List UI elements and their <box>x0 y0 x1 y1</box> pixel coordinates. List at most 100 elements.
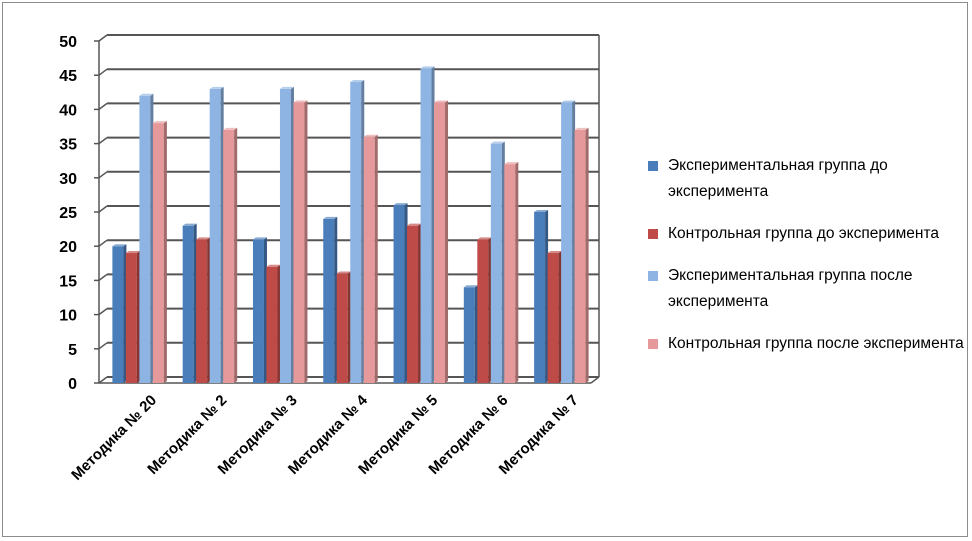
bar-front <box>196 239 208 383</box>
bar-top <box>152 121 167 124</box>
bar-front <box>490 143 502 383</box>
bar-front <box>323 218 335 383</box>
bar <box>420 66 435 384</box>
gridline-side-20 <box>98 239 108 247</box>
bar-front <box>574 129 586 383</box>
bar-side <box>474 285 478 383</box>
bar-side <box>515 162 519 383</box>
bar <box>434 100 449 383</box>
bar <box>125 251 140 383</box>
bar <box>279 86 294 383</box>
bar <box>393 203 408 383</box>
bar-top <box>279 86 294 89</box>
bar-front <box>209 88 221 383</box>
bar-top <box>266 264 281 267</box>
bar <box>223 127 238 383</box>
legend: Экспериментальная группа до эксперимента… <box>648 153 968 373</box>
bar-top <box>182 223 197 226</box>
bar <box>293 100 308 383</box>
bar-side <box>445 100 449 383</box>
y-tick-label: 10 <box>59 308 77 325</box>
bar-top <box>490 141 505 144</box>
y-tick-label: 0 <box>68 376 77 393</box>
legend-swatch-ctrl-before <box>648 229 658 239</box>
bar <box>350 80 365 383</box>
y-tick-label: 30 <box>59 171 77 188</box>
bar-top <box>407 223 422 226</box>
bar <box>561 100 576 383</box>
bar <box>252 237 267 383</box>
bar-top <box>504 162 519 165</box>
bar <box>547 251 562 383</box>
bar-top <box>434 100 449 103</box>
bar <box>182 223 197 383</box>
bar <box>463 285 478 383</box>
bar-side <box>290 86 294 383</box>
bar-front <box>407 225 419 383</box>
bar-front <box>350 82 362 383</box>
bar-front <box>182 225 194 383</box>
bar-side <box>220 86 224 383</box>
gridline-side-45 <box>98 68 108 76</box>
bar-top <box>293 100 308 103</box>
bar-side <box>347 271 351 383</box>
gridline-side-25 <box>98 205 108 213</box>
bar-side <box>207 237 211 383</box>
y-tick-label: 25 <box>59 205 77 222</box>
gridline-side-35 <box>98 137 108 145</box>
y-tick-label: 35 <box>59 137 77 154</box>
legend-item-ctrl-after: Контрольная группа после эксперимента <box>648 331 968 357</box>
bar-top <box>574 127 589 130</box>
bar-top <box>125 251 140 254</box>
legend-label-exp-before: Экспериментальная группа до эксперимента <box>668 157 888 200</box>
bar-side <box>558 251 562 383</box>
floor-side-edge <box>590 376 600 384</box>
bar <box>152 121 167 383</box>
bar <box>112 244 127 383</box>
bar-front <box>504 164 516 383</box>
legend-item-exp-before: Экспериментальная группа до эксперимента <box>648 153 968 205</box>
bar-side <box>136 251 140 383</box>
y-tick-label: 40 <box>59 102 77 119</box>
bar-side <box>545 210 549 383</box>
bar <box>336 271 351 383</box>
bar-top <box>112 244 127 247</box>
gridline-side-10 <box>98 308 108 316</box>
bar-side <box>488 237 492 383</box>
bar-side <box>501 141 505 383</box>
bar <box>323 216 338 383</box>
bar-front <box>561 102 573 383</box>
legend-label-exp-after: Экспериментальная группа после экспериме… <box>668 267 913 310</box>
legend-swatch-ctrl-after <box>648 339 658 349</box>
bar <box>266 264 281 383</box>
bar-side <box>418 223 422 383</box>
bar-side <box>277 264 281 383</box>
x-tick-label: Методика № 20 <box>68 392 160 484</box>
bar-front <box>534 212 546 383</box>
legend-swatch-exp-before <box>648 161 658 171</box>
bar-top <box>252 237 267 240</box>
bar-side <box>234 127 238 383</box>
bar-side <box>150 93 154 383</box>
bar-front <box>152 123 164 383</box>
bar <box>196 237 211 383</box>
bar-top <box>336 271 351 274</box>
legend-item-exp-after: Экспериментальная группа после экспериме… <box>648 263 968 315</box>
bar-front <box>336 273 348 383</box>
bar-front <box>293 102 305 383</box>
bar-side <box>431 66 435 384</box>
y-tick-label: 20 <box>59 239 77 256</box>
bar-side <box>374 134 378 383</box>
bar-front <box>434 102 446 383</box>
legend-item-ctrl-before: Контрольная группа до эксперимента <box>648 221 968 247</box>
bar-front <box>547 253 559 383</box>
bar-top <box>363 134 378 137</box>
bar-side <box>193 223 197 383</box>
bar-side <box>404 203 408 383</box>
bar-front <box>139 95 151 383</box>
bar-front <box>477 239 489 383</box>
bar <box>574 127 589 383</box>
y-tick-label: 50 <box>59 34 77 51</box>
bar-top <box>196 237 211 240</box>
